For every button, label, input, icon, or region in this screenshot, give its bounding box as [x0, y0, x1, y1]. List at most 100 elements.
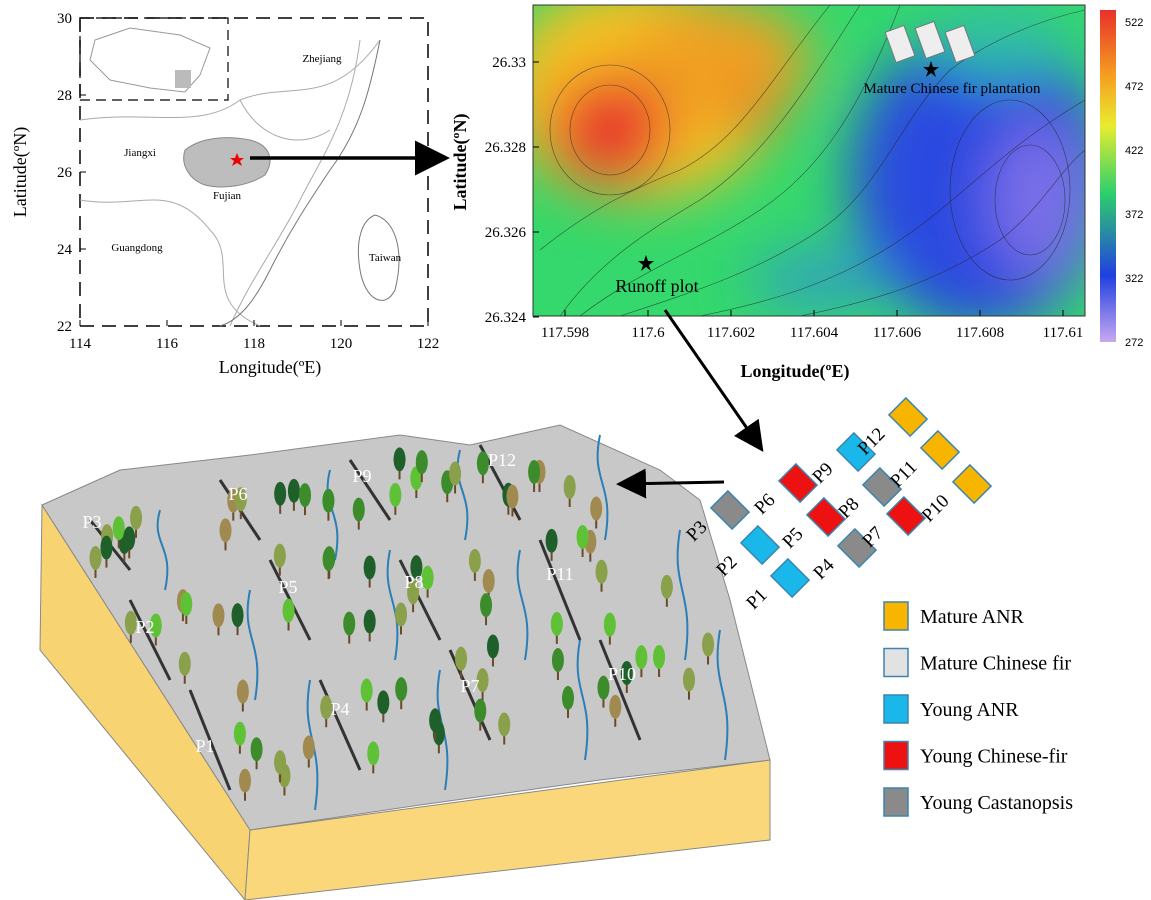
legend-swatch — [883, 694, 909, 724]
plot-label: P4 — [809, 554, 838, 583]
tree-crown — [407, 580, 420, 605]
x-tick-label: 118 — [243, 336, 265, 352]
colorbar — [1100, 10, 1116, 342]
block-plot-label: P5 — [278, 577, 297, 597]
legend-swatch — [883, 647, 909, 678]
tree-crown — [702, 632, 715, 657]
tree-crown — [528, 459, 541, 484]
y-axis-label: Latitude(ºN) — [450, 114, 471, 211]
tree-crown — [576, 524, 589, 549]
plot-fence — [348, 459, 392, 521]
plot-arrow — [663, 309, 764, 452]
tree-crown — [239, 768, 252, 793]
inset-highlight — [175, 70, 191, 88]
colorbar-tick-label: 272 — [1125, 337, 1143, 349]
tree-crown — [620, 661, 633, 686]
tree-crown — [320, 695, 333, 720]
study-county — [183, 137, 271, 188]
tree-crown — [468, 548, 481, 573]
tree-crown — [100, 535, 113, 560]
plot-box — [919, 429, 961, 471]
tree-crown — [563, 475, 576, 500]
tree-crown — [551, 648, 564, 673]
y-tick-label: 28 — [57, 88, 72, 104]
x-tick-label: 117.602 — [707, 325, 755, 341]
tree-crown — [635, 645, 648, 670]
tree-crown — [219, 518, 232, 543]
block-plot-label: P12 — [488, 450, 516, 470]
y-tick-label: 26.328 — [485, 140, 526, 156]
x-tick-label: 122 — [417, 336, 440, 352]
tree-crown — [233, 721, 246, 746]
tree-crown — [410, 555, 423, 580]
tree-crown — [274, 481, 287, 506]
place-name: Jiangxi — [124, 147, 156, 159]
contour-lines — [539, 5, 1085, 316]
elevation-map: Mature Chinese fir plantation Runoff plo… — [450, 4, 1116, 452]
tree-crown — [498, 712, 511, 737]
x-tick-label: 116 — [156, 336, 178, 352]
tree-crown — [449, 461, 462, 486]
plot-fence — [188, 689, 232, 791]
tree-crown — [545, 528, 558, 553]
elevation-frame — [532, 4, 1086, 317]
tree-crown — [597, 675, 610, 700]
block-plot-label: P8 — [404, 572, 423, 592]
y-tick-label: 26.326 — [485, 225, 527, 241]
colorbar-tick-label: 322 — [1125, 273, 1143, 285]
tree-crown — [455, 646, 468, 671]
tree-crown — [590, 496, 603, 521]
block-plot-label: P4 — [330, 699, 349, 719]
x-tick-label: 117.608 — [956, 325, 1004, 341]
plot-fence — [318, 679, 362, 771]
tree-crown — [561, 685, 574, 710]
plot-box — [805, 496, 847, 538]
plot-box — [887, 396, 929, 438]
y-tick-label: 26.33 — [492, 55, 526, 71]
stream — [156, 509, 169, 591]
stream — [326, 469, 339, 561]
tree-crown — [415, 450, 428, 475]
tree-crown — [395, 677, 408, 702]
y-tick-label: 30 — [57, 11, 72, 27]
tree-crown — [486, 634, 499, 659]
legend-label: Young Castanopsis — [920, 792, 1073, 814]
tree-crown — [360, 678, 373, 703]
colorbar-tick-label: 472 — [1125, 81, 1143, 93]
block-plot-label: P1 — [195, 736, 214, 756]
x-tick-label: 117.598 — [541, 325, 589, 341]
colorbar-tick-label: 422 — [1125, 145, 1143, 157]
x-tick-label: 117.604 — [790, 325, 839, 341]
tree-crown — [124, 610, 137, 635]
tree-crown — [550, 611, 563, 636]
y-tick-label: 26.324 — [485, 310, 527, 326]
block-plot-label: P10 — [608, 664, 636, 684]
block-front-face — [244, 759, 771, 900]
tree-crown — [421, 565, 434, 590]
stream — [516, 549, 529, 661]
plot-box — [769, 557, 811, 599]
tree-crown — [123, 526, 136, 551]
tree-crown — [234, 487, 247, 512]
tree-crown — [395, 602, 408, 627]
tree-crown — [274, 750, 287, 775]
tree-crown — [322, 488, 335, 513]
x-tick-label: 114 — [69, 336, 91, 352]
tree-crown — [393, 447, 406, 472]
plot-box — [885, 495, 927, 537]
tree-crown — [595, 559, 608, 584]
runoff-star — [638, 255, 654, 271]
tree-crown — [178, 651, 191, 676]
y-tick-label: 26 — [57, 165, 73, 181]
legend-label: Young ANR — [920, 699, 1019, 721]
plot-box — [951, 463, 993, 505]
plantation-star — [923, 61, 939, 77]
stream — [246, 589, 259, 701]
plot-label: P1 — [742, 585, 771, 614]
tree-crown — [480, 593, 493, 618]
tree-crown — [682, 667, 695, 692]
tree-crown — [236, 679, 249, 704]
tree-crown — [506, 484, 519, 509]
